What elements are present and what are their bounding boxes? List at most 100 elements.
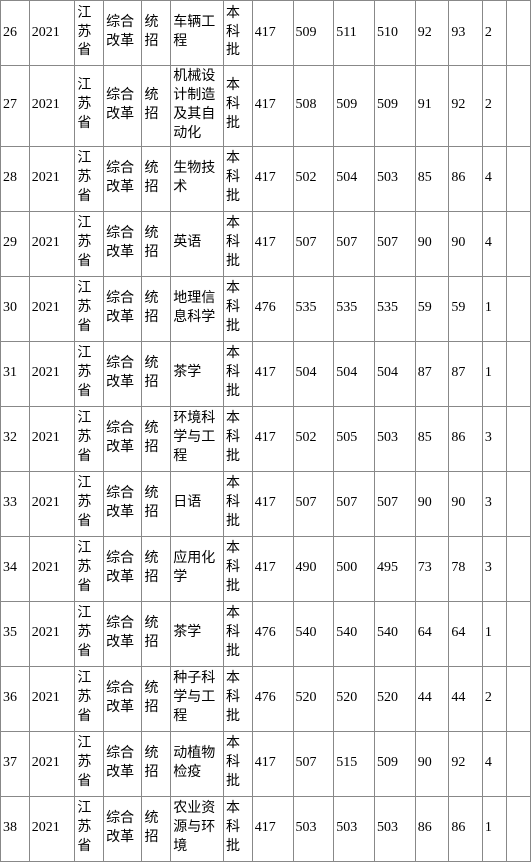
table-cell: 江苏省: [75, 211, 104, 276]
table-cell: 502: [293, 406, 334, 471]
table-cell: 1: [482, 341, 506, 406]
table-cell: 3: [482, 471, 506, 536]
table-cell: 种子科学与工程: [171, 666, 224, 731]
table-cell: 2021: [29, 471, 75, 536]
table-cell: [506, 601, 530, 666]
table-cell: 本科批: [223, 66, 252, 147]
table-cell: [506, 211, 530, 276]
table-cell: [506, 536, 530, 601]
table-cell: 35: [1, 601, 30, 666]
table-cell: 85: [415, 406, 449, 471]
table-cell: 476: [252, 601, 293, 666]
table-cell: 90: [449, 211, 483, 276]
table-cell: 统招: [142, 601, 171, 666]
table-cell: 503: [293, 796, 334, 861]
table-row: 322021江苏省综合改革统招环境科学与工程本科批417502505503858…: [1, 406, 531, 471]
table-cell: 503: [375, 406, 416, 471]
table-cell: 江苏省: [75, 731, 104, 796]
table-cell: 507: [375, 471, 416, 536]
table-cell: 2021: [29, 66, 75, 147]
table-row: 352021江苏省综合改革统招茶学本科批47654054054064641: [1, 601, 531, 666]
table-cell: 417: [252, 341, 293, 406]
table-cell: 综合改革: [104, 211, 142, 276]
table-cell: 统招: [142, 666, 171, 731]
table-row: 312021江苏省综合改革统招茶学本科批41750450450487871: [1, 341, 531, 406]
table-cell: [506, 406, 530, 471]
table-cell: 茶学: [171, 601, 224, 666]
table-cell: 地理信息科学: [171, 276, 224, 341]
table-cell: 江苏省: [75, 66, 104, 147]
table-cell: 本科批: [223, 211, 252, 276]
table-cell: 417: [252, 471, 293, 536]
table-cell: 520: [293, 666, 334, 731]
table-cell: 508: [293, 66, 334, 147]
table-cell: 86: [449, 146, 483, 211]
table-cell: 本科批: [223, 796, 252, 861]
table-cell: 507: [334, 211, 375, 276]
table-cell: 490: [293, 536, 334, 601]
table-cell: 507: [293, 471, 334, 536]
table-cell: 动植物检疫: [171, 731, 224, 796]
table-cell: 59: [415, 276, 449, 341]
table-cell: 1: [482, 796, 506, 861]
table-cell: 综合改革: [104, 406, 142, 471]
table-cell: 417: [252, 146, 293, 211]
table-cell: 507: [375, 211, 416, 276]
table-cell: 540: [293, 601, 334, 666]
table-cell: 本科批: [223, 341, 252, 406]
table-cell: 44: [415, 666, 449, 731]
table-cell: 520: [334, 666, 375, 731]
table-cell: 417: [252, 1, 293, 66]
table-cell: 417: [252, 731, 293, 796]
table-cell: 综合改革: [104, 146, 142, 211]
table-cell: 农业资源与环境: [171, 796, 224, 861]
table-cell: 476: [252, 276, 293, 341]
table-cell: 3: [482, 536, 506, 601]
table-cell: 环境科学与工程: [171, 406, 224, 471]
table-cell: 509: [293, 1, 334, 66]
table-cell: 92: [449, 731, 483, 796]
table-cell: 78: [449, 536, 483, 601]
table-cell: 统招: [142, 471, 171, 536]
table-cell: 本科批: [223, 146, 252, 211]
table-cell: 503: [334, 796, 375, 861]
table-cell: 本科批: [223, 666, 252, 731]
table-cell: 36: [1, 666, 30, 731]
table-cell: 日语: [171, 471, 224, 536]
table-cell: 417: [252, 796, 293, 861]
table-cell: 535: [334, 276, 375, 341]
table-row: 342021江苏省综合改革统招应用化学本科批41749050049573783: [1, 536, 531, 601]
table-cell: 86: [415, 796, 449, 861]
table-cell: 38: [1, 796, 30, 861]
table-cell: 504: [293, 341, 334, 406]
table-cell: 茶学: [171, 341, 224, 406]
table-cell: 2021: [29, 146, 75, 211]
table-cell: 90: [415, 211, 449, 276]
table-cell: 504: [375, 341, 416, 406]
table-row: 292021江苏省综合改革统招英语本科批41750750750790904: [1, 211, 531, 276]
table-cell: 417: [252, 536, 293, 601]
table-cell: 504: [334, 341, 375, 406]
table-cell: 500: [334, 536, 375, 601]
table-cell: 统招: [142, 66, 171, 147]
table-cell: 本科批: [223, 536, 252, 601]
table-cell: 江苏省: [75, 601, 104, 666]
table-cell: 90: [449, 471, 483, 536]
table-cell: 59: [449, 276, 483, 341]
table-cell: 江苏省: [75, 341, 104, 406]
table-cell: 92: [415, 1, 449, 66]
table-cell: [506, 1, 530, 66]
table-cell: 英语: [171, 211, 224, 276]
table-cell: 476: [252, 666, 293, 731]
table-cell: [506, 276, 530, 341]
table-cell: 车辆工程: [171, 1, 224, 66]
table-cell: 503: [375, 796, 416, 861]
table-row: 382021江苏省综合改革统招农业资源与环境本科批417503503503868…: [1, 796, 531, 861]
table-cell: 应用化学: [171, 536, 224, 601]
table-row: 262021江苏省综合改革统招车辆工程本科批41750951151092932: [1, 1, 531, 66]
table-cell: 540: [334, 601, 375, 666]
table-cell: 1: [482, 601, 506, 666]
table-cell: 综合改革: [104, 731, 142, 796]
table-body: 262021江苏省综合改革统招车辆工程本科批417509511510929322…: [1, 1, 531, 862]
table-cell: 综合改革: [104, 341, 142, 406]
